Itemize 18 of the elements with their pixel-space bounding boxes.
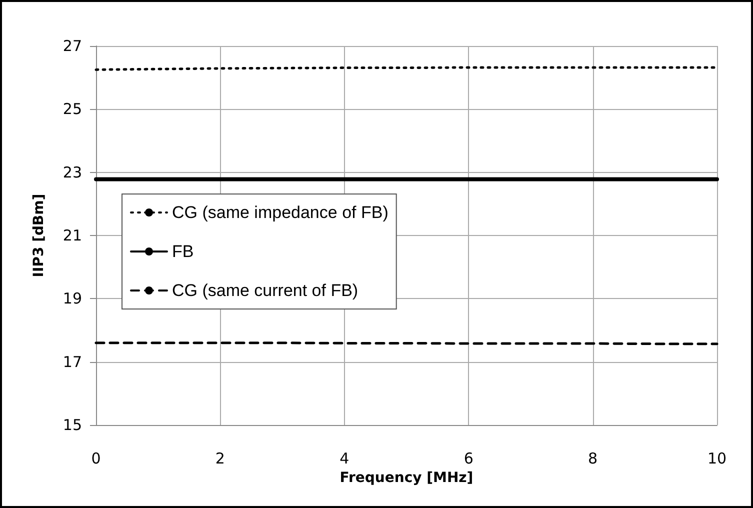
y-tick-label: 17 bbox=[62, 352, 82, 371]
x-axis-title: Frequency [MHz] bbox=[340, 470, 474, 486]
y-tick-label: 25 bbox=[62, 100, 82, 118]
y-tick-label: 23 bbox=[62, 163, 82, 182]
y-tick-label: 21 bbox=[62, 226, 82, 244]
y-axis-title: IIP3 [dBm] bbox=[31, 194, 47, 278]
x-tick-label: 10 bbox=[707, 450, 727, 468]
x-tick-label: 0 bbox=[91, 450, 101, 468]
y-tick-label: 19 bbox=[62, 290, 82, 308]
x-tick-label: 6 bbox=[464, 450, 474, 468]
legend-label: CG (same impedance of FB) bbox=[172, 203, 388, 222]
legend-label: FB bbox=[172, 242, 194, 261]
x-tick-label: 2 bbox=[215, 450, 225, 468]
y-tick-label: 15 bbox=[62, 416, 82, 434]
x-tick-label: 4 bbox=[340, 450, 350, 468]
x-tick-label: 8 bbox=[588, 450, 598, 468]
y-tick-label: 27 bbox=[62, 37, 82, 55]
legend-label: CG (same current of FB) bbox=[172, 281, 358, 300]
